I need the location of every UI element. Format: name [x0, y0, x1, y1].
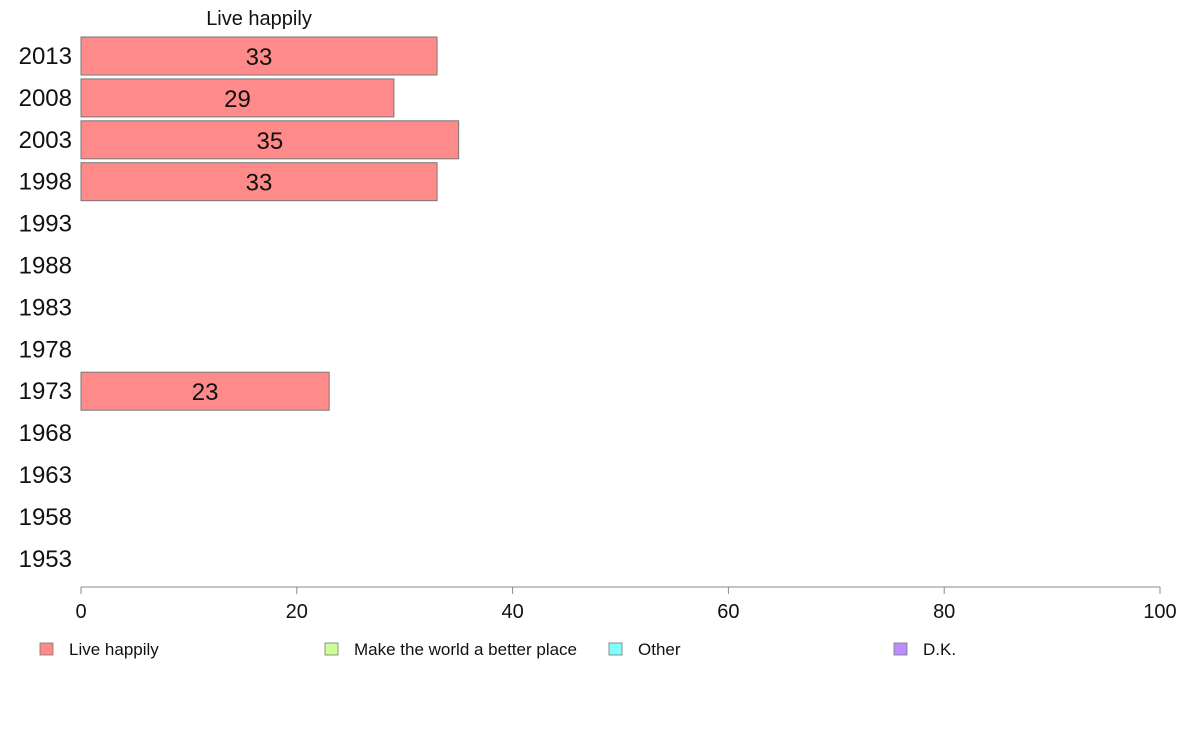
category-label: 1983: [19, 294, 72, 321]
legend-swatch: [324, 642, 339, 656]
bar-value-label: 33: [246, 170, 273, 197]
bars: [80, 36, 460, 411]
x-tick-label: 60: [717, 601, 739, 623]
chart-title: Live happily: [206, 8, 312, 30]
legend-label: Live happily: [69, 640, 159, 659]
x-tick-label: 40: [501, 601, 523, 623]
legend-swatch: [39, 642, 54, 656]
bar-value-label: 35: [256, 128, 283, 155]
legend-label: D.K.: [923, 640, 956, 659]
x-tick-label: 100: [1143, 601, 1176, 623]
category-labels: 2013 2008 2003 1998 1993 1988 1983 1978 1973 1968…: [19, 43, 72, 573]
x-axis: 0 20 40 60 80 100: [75, 586, 1177, 623]
category-label: 1953: [19, 546, 72, 573]
category-label: 1963: [19, 462, 72, 489]
category-label: 1978: [19, 336, 72, 363]
legend-item: D.K.: [893, 640, 956, 659]
legend-item: Other: [608, 640, 681, 659]
legend-swatch: [608, 642, 623, 656]
category-label: 1958: [19, 504, 72, 531]
legend-swatch: [893, 642, 908, 656]
bar: [80, 120, 460, 160]
bar-value-label: 23: [192, 379, 219, 406]
legend-item: Live happily: [39, 640, 159, 659]
category-label: 1998: [19, 169, 72, 196]
category-label: 1973: [19, 378, 72, 405]
legend-item: Make the world a better place: [324, 640, 577, 659]
bar: [80, 78, 395, 118]
category-label: 2003: [19, 127, 72, 154]
category-label: 2008: [19, 85, 72, 112]
x-tick-label: 80: [933, 601, 955, 623]
x-tick-label: 0: [75, 601, 86, 623]
bar-value-label: 29: [224, 86, 251, 113]
legend-label: Other: [638, 640, 681, 659]
category-label: 1993: [19, 211, 72, 238]
bar: [80, 162, 438, 202]
bar: [80, 371, 330, 411]
bar: [80, 36, 438, 76]
category-label: 1968: [19, 420, 72, 447]
legend: Live happily Make the world a better plac…: [39, 640, 956, 659]
bar-value-label: 33: [246, 44, 273, 71]
x-tick-label: 20: [286, 601, 308, 623]
category-label: 1988: [19, 253, 72, 280]
category-label: 2013: [19, 43, 72, 70]
legend-label: Make the world a better place: [354, 640, 577, 659]
